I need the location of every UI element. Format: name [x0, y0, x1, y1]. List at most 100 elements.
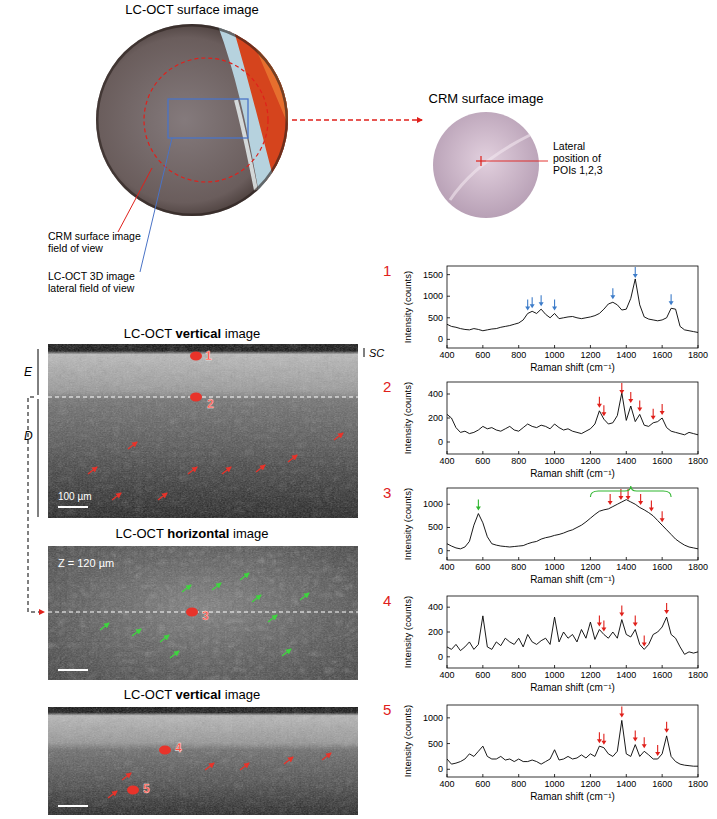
title-part: image: [221, 687, 260, 702]
x-tick-label: 1000: [545, 562, 565, 572]
arrow-head: [476, 507, 481, 511]
poi-label: 3: [202, 609, 209, 623]
x-tick-label: 1400: [616, 350, 636, 360]
title-part: vertical: [176, 687, 222, 702]
arrow-shaft: [603, 620, 604, 628]
label: 100 µm: [58, 491, 92, 502]
chart-title: 1: [383, 262, 391, 279]
x-tick: [626, 345, 627, 348]
y-tick: [447, 527, 450, 528]
y-tick-label: 400: [428, 602, 443, 612]
x-tick: [590, 345, 591, 348]
image-arrow: [188, 467, 197, 474]
peak-arrow: [655, 745, 660, 756]
x-tick-label: 1200: [580, 779, 600, 789]
x-axis-title: Raman shift (cm⁻¹): [530, 791, 615, 802]
photo-vignette: [96, 24, 288, 216]
image-arrow: [122, 773, 131, 780]
title-part: LC-OCT: [124, 687, 176, 702]
x-tick-label: 400: [439, 350, 454, 360]
arrow-shaft: [635, 267, 636, 275]
image-arrow: [182, 585, 191, 592]
image-arrow: [212, 583, 221, 590]
spectrum-chart: 1050010001500400600800100012001400160018…: [383, 262, 708, 373]
peak-arrow: [619, 706, 624, 717]
photo-light: [218, 24, 282, 212]
arrow-shaft: [603, 734, 604, 742]
arrow-head: [608, 501, 613, 505]
y-tick: [447, 656, 450, 657]
arrow-head: [637, 407, 642, 411]
label: SC: [369, 347, 384, 359]
arrow-shaft: [554, 299, 555, 307]
y-tick: [447, 296, 450, 297]
plot-frame: [447, 596, 698, 668]
x-tick: [662, 345, 663, 348]
arrow-head: [530, 304, 535, 308]
x-axis-title: Raman shift (cm⁻¹): [530, 468, 615, 479]
layer-bracket: [364, 348, 365, 357]
y-tick-label: 0: [438, 437, 443, 447]
crm-fov: [144, 58, 268, 182]
image-arrow: [108, 791, 117, 798]
peak-arrow: [601, 405, 606, 416]
y-tick: [447, 339, 450, 340]
poi-dot: [159, 746, 171, 755]
peak-arrow: [669, 294, 674, 305]
x-tick: [662, 774, 663, 777]
layer-bracket: [38, 399, 39, 517]
pointer: [118, 168, 152, 232]
y-tick-label: 1000: [423, 499, 443, 509]
plot-area: [447, 279, 698, 333]
arrow-shaft: [657, 745, 658, 753]
peak-arrow: [525, 299, 530, 310]
connector: [292, 119, 422, 121]
peak-arrow: [642, 737, 647, 748]
depth-connector: [28, 397, 44, 612]
x-tick: [590, 665, 591, 668]
x-tick: [590, 451, 591, 454]
x-tick-label: 1400: [616, 562, 636, 572]
image-arrow: [252, 595, 261, 602]
photo-highlight: [236, 100, 256, 190]
arrow-head: [619, 713, 624, 717]
crm-photo: [433, 112, 539, 218]
label: E: [24, 365, 33, 379]
photo-bg: [90, 20, 300, 220]
arrow-head: [664, 610, 669, 614]
oct-image: [48, 546, 358, 680]
arrow-shaft: [662, 404, 663, 412]
y-tick: [447, 442, 450, 443]
image-arrow: [100, 623, 109, 630]
oct-texture: [48, 546, 358, 680]
title-part: image: [229, 526, 268, 541]
poi-dot: [127, 786, 139, 795]
poi-label: 1: [205, 349, 212, 363]
x-tick-label: 1000: [545, 350, 565, 360]
image-arrow: [132, 629, 141, 636]
poi-label: 5: [143, 782, 150, 796]
poi-dot: [190, 393, 202, 402]
x-tick-label: 1000: [545, 456, 565, 466]
x-axis-title: Raman shift (cm⁻¹): [530, 362, 615, 373]
x-tick-label: 1600: [652, 456, 672, 466]
arrow-head: [619, 390, 624, 394]
y-axis-title: Intensity (counts): [402, 596, 413, 668]
arrow-head: [642, 744, 647, 748]
label: lateral field of view: [48, 282, 135, 294]
y-tick-label: 1000: [423, 713, 443, 723]
peak-arrow: [664, 722, 669, 733]
spectrum-chart: 50500100040060080010001200140016001800Ra…: [383, 701, 708, 802]
arrow-head: [539, 302, 544, 306]
spectrum-chart: 30500100040060080010001200140016001800Ra…: [383, 484, 708, 585]
peak-arrow: [651, 409, 656, 420]
arrow-head: [633, 738, 638, 742]
panel-title: LC-OCT horizontal image: [116, 526, 269, 541]
arrow-shaft: [478, 500, 479, 508]
x-tick-label: 1400: [616, 670, 636, 680]
spectrum-line: [447, 500, 698, 549]
arrow-head: [597, 739, 602, 743]
x-tick-label: 800: [511, 456, 526, 466]
peak-arrow: [638, 494, 643, 505]
arrow-shaft: [599, 397, 600, 405]
